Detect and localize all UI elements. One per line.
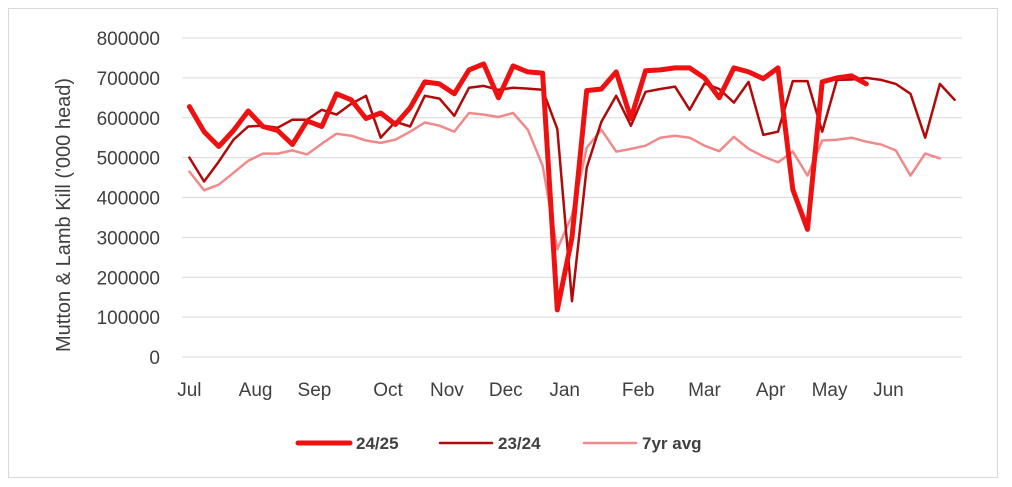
legend-label: 24/25 bbox=[356, 434, 399, 453]
x-tick-label: Mar bbox=[688, 380, 721, 401]
y-axis-ticks: 800000 700000 600000 500000 400000 300000 2000… bbox=[97, 29, 160, 369]
y-axis-title: Mutton & Lamb Kill ('000 head) bbox=[53, 78, 75, 352]
y-tick-label: 400000 bbox=[97, 189, 160, 210]
x-tick-label: Jan bbox=[549, 380, 580, 401]
x-tick-label: May bbox=[812, 380, 848, 401]
x-tick-label: Oct bbox=[373, 380, 403, 401]
legend: 24/25 23/24 7yr avg bbox=[295, 434, 702, 453]
x-tick-label: Feb bbox=[622, 380, 655, 401]
series-lines bbox=[186, 61, 956, 313]
y-tick-label: 600000 bbox=[97, 109, 160, 130]
y-tick-label: 200000 bbox=[97, 268, 160, 289]
y-tick-label: 0 bbox=[149, 348, 160, 369]
legend-label: 23/24 bbox=[498, 434, 541, 453]
gridlines bbox=[182, 37, 962, 358]
x-tick-label: Nov bbox=[430, 380, 464, 401]
x-tick-label: Jul bbox=[177, 380, 201, 401]
y-tick-label: 800000 bbox=[97, 29, 160, 50]
x-tick-label: Jun bbox=[873, 380, 904, 401]
y-tick-label: 500000 bbox=[97, 149, 160, 170]
x-tick-label: Aug bbox=[239, 380, 273, 401]
x-tick-label: Dec bbox=[489, 380, 523, 401]
y-tick-label: 100000 bbox=[97, 308, 160, 329]
x-axis-ticks: Jul Aug Sep Oct Nov Dec Jan Feb Mar Apr May Jun bbox=[177, 380, 904, 401]
x-tick-label: Apr bbox=[756, 380, 786, 401]
y-tick-label: 300000 bbox=[97, 228, 160, 249]
y-tick-label: 700000 bbox=[97, 69, 160, 90]
legend-label: 7yr avg bbox=[642, 434, 702, 453]
x-tick-label: Sep bbox=[298, 380, 332, 401]
series-line-23-24 bbox=[188, 76, 956, 303]
series-line-24-25 bbox=[186, 61, 869, 313]
